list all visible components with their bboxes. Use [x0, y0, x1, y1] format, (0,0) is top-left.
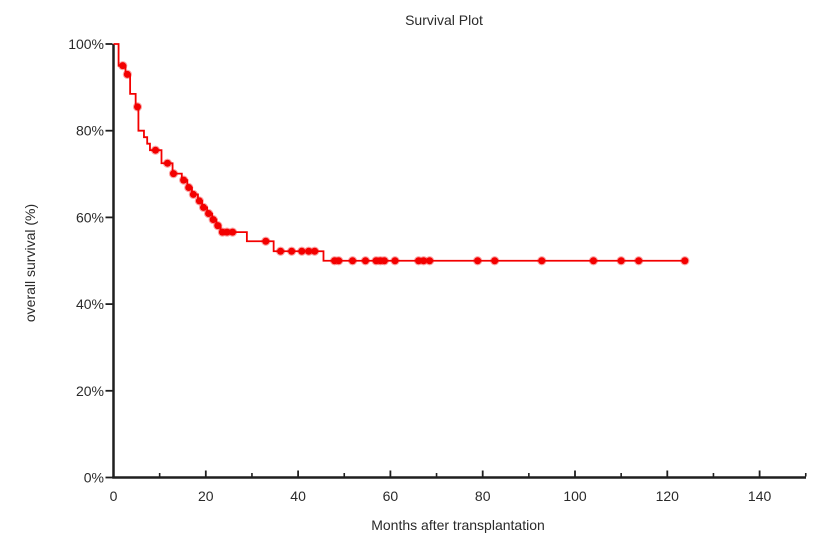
censor-marker	[334, 256, 344, 266]
censor-marker	[347, 256, 358, 266]
censor-marker	[213, 221, 223, 231]
censor-marker	[537, 256, 547, 266]
censor-marker	[179, 175, 189, 185]
censor-marker	[379, 256, 390, 266]
censor-marker	[168, 169, 179, 179]
censor-marker	[680, 256, 690, 266]
y-tick-label: 40%	[76, 296, 104, 312]
x-tick-label: 140	[748, 488, 772, 504]
censor-marker	[162, 158, 173, 168]
censor-marker	[490, 256, 500, 266]
censor-marker	[198, 202, 209, 213]
y-tick-label: 0%	[84, 470, 104, 486]
y-tick-label: 100%	[68, 36, 104, 52]
censor-marker	[634, 256, 644, 266]
censor-marker	[473, 256, 483, 266]
censor-marker	[188, 189, 198, 200]
chart-title: Survival Plot	[405, 12, 483, 28]
y-tick-label: 60%	[76, 209, 104, 225]
censor-marker	[227, 227, 238, 237]
censor-marker	[132, 102, 143, 112]
censor-marker	[588, 256, 599, 266]
censor-marker	[390, 256, 400, 266]
censor-marker	[150, 145, 161, 155]
censor-marker	[287, 246, 297, 256]
x-axis-label: Months after transplantation	[371, 517, 545, 533]
x-tick-label: 100	[563, 488, 587, 504]
censor-marker	[203, 208, 214, 219]
censor-marker	[275, 246, 286, 256]
x-tick-label: 0	[110, 488, 118, 504]
x-tick-label: 60	[383, 488, 399, 504]
y-tick-label: 80%	[76, 123, 104, 139]
survival-curve	[113, 43, 686, 262]
censor-marker	[118, 61, 128, 71]
censor-marker	[194, 196, 204, 206]
x-tick-label: 20	[198, 488, 214, 504]
y-tick-label: 20%	[76, 383, 104, 399]
censor-marker	[360, 256, 371, 266]
censor-marker	[310, 246, 320, 256]
censor-marker	[122, 69, 132, 79]
x-tick-label: 80	[475, 488, 491, 504]
censor-marker	[261, 236, 271, 246]
censor-marker	[184, 182, 194, 193]
censor-marker	[616, 256, 626, 266]
x-tick-label: 40	[290, 488, 306, 504]
censor-marker	[425, 256, 435, 266]
censor-marker	[208, 214, 218, 225]
x-tick-label: 120	[656, 488, 680, 504]
